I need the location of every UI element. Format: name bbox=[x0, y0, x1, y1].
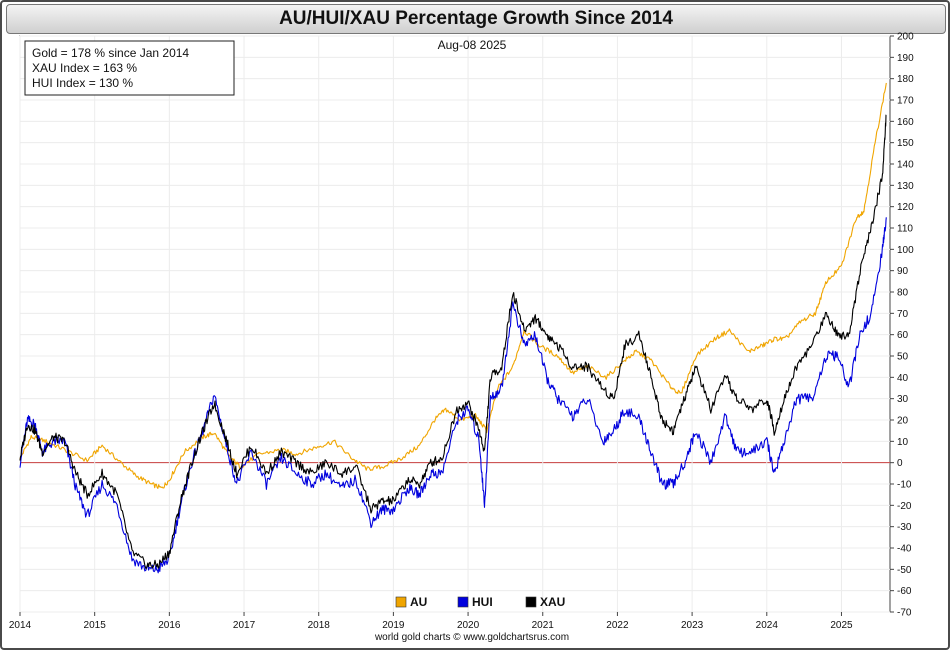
y-tick-label: 0 bbox=[897, 458, 903, 469]
y-tick-label: -20 bbox=[897, 501, 912, 512]
y-tick-label: 50 bbox=[897, 352, 909, 363]
x-tick-label: 2018 bbox=[308, 620, 331, 631]
info-box-line: XAU Index = 163 % bbox=[32, 61, 137, 75]
x-tick-label: 2022 bbox=[606, 620, 629, 631]
x-tick-label: 2025 bbox=[830, 620, 853, 631]
x-tick-label: 2016 bbox=[158, 620, 181, 631]
y-tick-label: 40 bbox=[897, 373, 909, 384]
y-tick-label: 190 bbox=[897, 53, 914, 64]
y-tick-label: -50 bbox=[897, 565, 912, 576]
y-tick-label: 100 bbox=[897, 245, 914, 256]
chart-title: AU/HUI/XAU Percentage Growth Since 2014 bbox=[6, 4, 946, 34]
y-tick-label: 60 bbox=[897, 330, 909, 341]
credit-text: world gold charts © www.goldchartsrus.co… bbox=[374, 632, 569, 643]
y-tick-label: 140 bbox=[897, 160, 914, 171]
x-tick-label: 2017 bbox=[233, 620, 256, 631]
y-tick-label: 10 bbox=[897, 437, 909, 448]
y-tick-label: 170 bbox=[897, 96, 914, 107]
y-tick-label: 80 bbox=[897, 288, 909, 299]
y-tick-label: 150 bbox=[897, 138, 914, 149]
x-tick-label: 2015 bbox=[84, 620, 107, 631]
legend-label-xau: XAU bbox=[540, 595, 565, 609]
series-line-xau bbox=[19, 114, 887, 570]
legend-swatch-hui bbox=[457, 596, 469, 608]
y-tick-label: -10 bbox=[897, 480, 912, 491]
x-tick-label: 2023 bbox=[681, 620, 704, 631]
y-tick-label: 110 bbox=[897, 224, 913, 235]
y-tick-label: -40 bbox=[897, 544, 912, 555]
x-tick-label: 2014 bbox=[9, 620, 32, 631]
y-tick-label: -70 bbox=[897, 608, 912, 619]
y-tick-label: 180 bbox=[897, 74, 914, 85]
info-box-line: Gold = 178 % since Jan 2014 bbox=[32, 46, 189, 60]
y-tick-label: 130 bbox=[897, 181, 914, 192]
x-tick-label: 2020 bbox=[457, 620, 480, 631]
legend-label-au: AU bbox=[410, 595, 427, 609]
series-line-au bbox=[19, 82, 887, 489]
series-line-hui bbox=[19, 217, 887, 574]
y-tick-label: 30 bbox=[897, 394, 909, 405]
x-tick-label: 2024 bbox=[756, 620, 779, 631]
y-tick-label: -60 bbox=[897, 586, 912, 597]
date-label: Aug-08 2025 bbox=[438, 38, 507, 52]
x-tick-label: 2019 bbox=[382, 620, 405, 631]
y-tick-label: 120 bbox=[897, 202, 914, 213]
info-box-line: HUI Index = 130 % bbox=[32, 76, 133, 90]
y-tick-label: 20 bbox=[897, 416, 909, 427]
legend-label-hui: HUI bbox=[472, 595, 493, 609]
plot-area bbox=[19, 35, 891, 613]
y-tick-label: 160 bbox=[897, 117, 914, 128]
x-tick-label: 2021 bbox=[532, 620, 555, 631]
legend-swatch-au bbox=[395, 596, 407, 608]
y-tick-label: -30 bbox=[897, 522, 912, 533]
info-box bbox=[24, 40, 235, 96]
legend-swatch-xau bbox=[525, 596, 537, 608]
y-tick-label: 70 bbox=[897, 309, 909, 320]
y-tick-label: 200 bbox=[897, 32, 914, 43]
y-tick-label: 90 bbox=[897, 266, 909, 277]
